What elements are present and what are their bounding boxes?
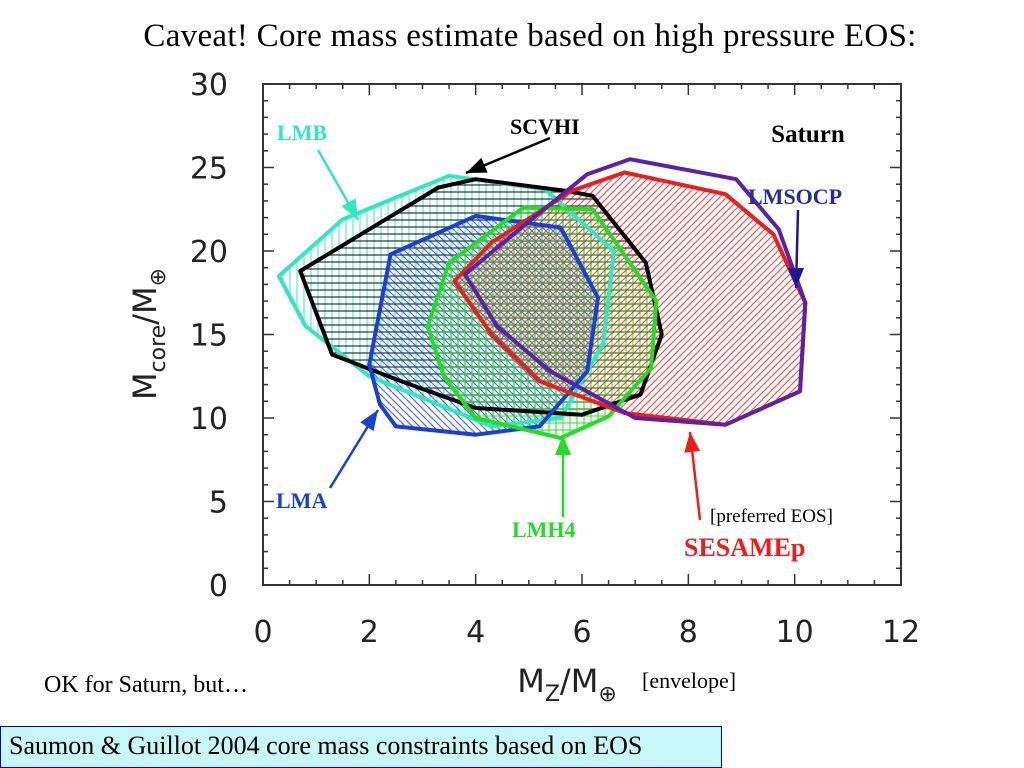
series-label-lmsocp: LMSOCP <box>748 184 842 209</box>
y-tick-label: 20 <box>190 235 228 270</box>
arrow-scvhi <box>465 136 551 175</box>
caption-box: Saumon & Guillot 2004 core mass constrai… <box>0 726 722 768</box>
region-sesamep-fill <box>454 172 806 425</box>
preferred-eos-annotation: [preferred EOS] <box>710 506 833 527</box>
series-label-lma: LMA <box>276 488 327 513</box>
x-tick-label: 4 <box>466 615 485 650</box>
y-tick-label: 25 <box>190 152 228 187</box>
arrows <box>316 136 804 521</box>
region-scvhi-outline <box>298 177 664 417</box>
envelope-annotation: [envelope] <box>642 668 736 693</box>
y-tick-label: 15 <box>190 319 228 354</box>
axis-ticks <box>262 83 902 586</box>
x-tick-label: 2 <box>360 615 379 650</box>
arrow-lmsocp <box>788 209 804 289</box>
y-tick-label: 5 <box>209 486 228 521</box>
caption-text: Saumon & Guillot 2004 core mass constrai… <box>9 731 643 760</box>
region-lmh4-outline <box>425 205 659 440</box>
series-label-scvhi: SCVHI <box>510 114 580 139</box>
arrow-sesamep <box>684 431 702 521</box>
region-outlines <box>276 157 808 440</box>
y-tick-label: 0 <box>209 569 228 604</box>
slide-title: Caveat! Core mass estimate based on high… <box>143 18 917 54</box>
chart-title: Saturn <box>771 121 845 148</box>
series-label-sesamep: SESAMEp <box>684 533 805 562</box>
x-tick-label: 10 <box>776 615 814 650</box>
hatch-fills <box>278 172 806 438</box>
region-lma-outline <box>367 213 600 437</box>
note-ok-for-saturn: OK for Saturn, but… <box>44 672 248 698</box>
arrow-lmh4 <box>555 435 571 517</box>
x-tick-label: 0 <box>253 615 272 650</box>
arrow-lma <box>328 409 380 489</box>
region-lmsocp-outline <box>463 157 808 427</box>
text-labels: 0 2 4 6 8 10 12 0 5 10 15 20 25 30 MZ/M⊕ Mcore/M⊕ Saturn… <box>126 68 920 707</box>
y-tick-label: 10 <box>190 402 228 437</box>
x-tick-label: 6 <box>572 615 591 650</box>
y-tick-label: 30 <box>190 68 228 103</box>
y-axis-label: Mcore/M⊕ <box>126 268 171 400</box>
series-label-lmb: LMB <box>277 120 327 145</box>
x-axis-label: MZ/M⊕ <box>517 662 617 707</box>
series-label-lmh4: LMH4 <box>512 517 576 542</box>
x-tick-label: 8 <box>679 615 698 650</box>
arrow-lmb <box>316 149 360 221</box>
x-tick-label: 12 <box>882 615 920 650</box>
